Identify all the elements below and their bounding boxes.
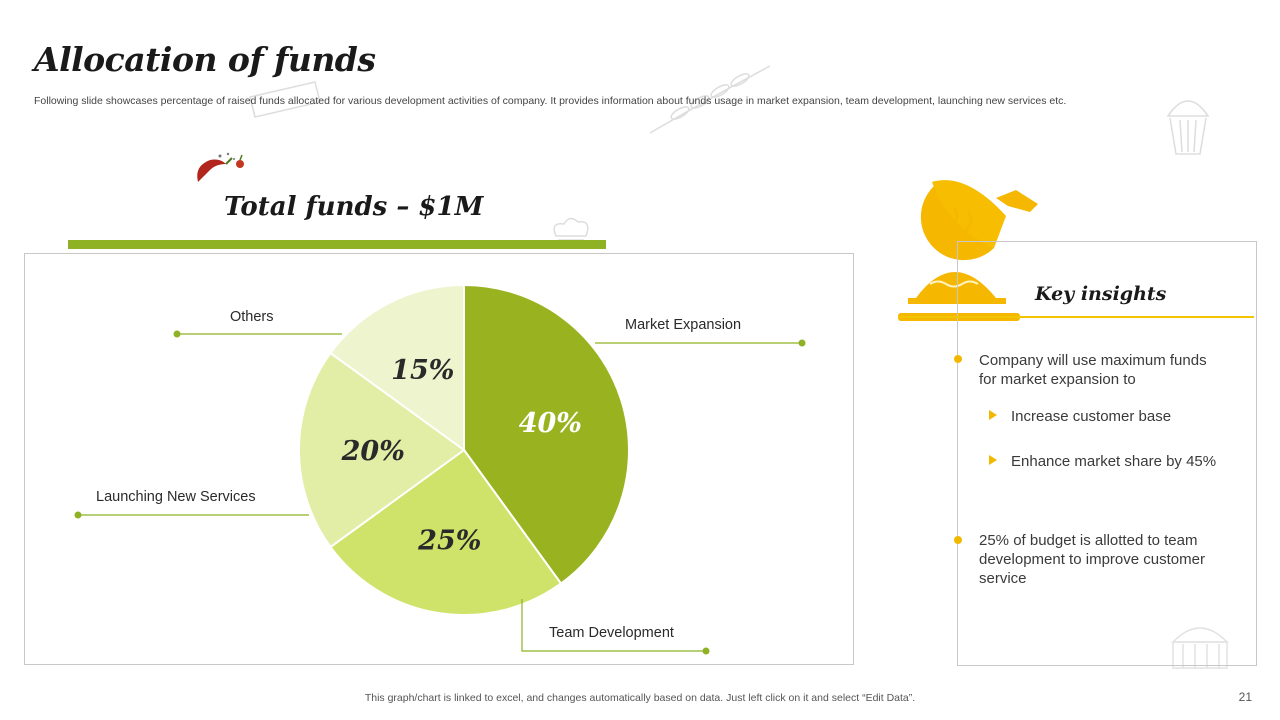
category-label-market-expansion: Market Expansion	[625, 317, 741, 333]
page-subtitle: Following slide showcases percentage of …	[34, 95, 1067, 107]
footer-note: This graph/chart is linked to excel, and…	[364, 692, 916, 704]
page-title: Allocation of funds	[34, 40, 376, 79]
category-label-team-development: Team Development	[549, 625, 674, 641]
page-number: 21	[1238, 690, 1252, 704]
insights-underline	[898, 316, 1254, 318]
bullet-dot-icon	[954, 536, 962, 544]
pie-slice-team-development[interactable]	[329, 448, 563, 617]
callout-dot-market-expansion	[798, 339, 806, 347]
pie-slice-market-expansion[interactable]	[463, 283, 630, 585]
callout-dot-launching-new-services	[74, 511, 82, 519]
pie-data-label-team-development: 25%	[417, 526, 481, 557]
insight-item-1: Company will use maximum funds for marke…	[979, 352, 1207, 388]
callout-dot-others	[173, 330, 181, 338]
pie-data-label-market-expansion: 40%	[519, 408, 582, 439]
pie-slice-launching-new-services[interactable]	[298, 351, 466, 549]
wheat-icon	[649, 65, 771, 134]
bullet-dot-icon	[954, 355, 962, 363]
category-label-launching-new-services: Launching New Services	[96, 489, 256, 505]
cupcake-icon	[1166, 100, 1210, 155]
insights-panel	[957, 241, 1257, 666]
bullet-arrow-icon	[989, 455, 997, 465]
insight-item-2: 25% of budget is allotted to team develo…	[979, 532, 1205, 587]
bullet-arrow-icon	[989, 410, 997, 420]
pie-data-label-others: 15%	[391, 355, 454, 386]
total-funds-title: Total funds – $1M	[224, 192, 484, 222]
callout-line-team-development	[521, 599, 706, 652]
cake-slice-icon	[249, 81, 321, 118]
pie-slice-others[interactable]	[329, 283, 465, 452]
insight-sub-item-2: Enhance market share by 45%	[1011, 453, 1217, 470]
category-label-others: Others	[230, 309, 274, 325]
insights-title: Key insights	[1035, 283, 1167, 305]
pie-data-label-launching-new-services: 20%	[341, 436, 405, 467]
total-funds-underline	[68, 240, 606, 249]
insight-sub-item-1: Increase customer base	[1011, 408, 1172, 425]
callout-dot-team-development	[702, 647, 710, 655]
cake-icon	[1171, 627, 1229, 669]
pepper-icon	[197, 152, 244, 182]
pie-chart[interactable]: 40% 25% 20% 15% Market Expansion Team Develop…	[25, 254, 855, 666]
chart-panel: 40% 25% 20% 15% Market Expansion Team Develop…	[24, 253, 854, 665]
